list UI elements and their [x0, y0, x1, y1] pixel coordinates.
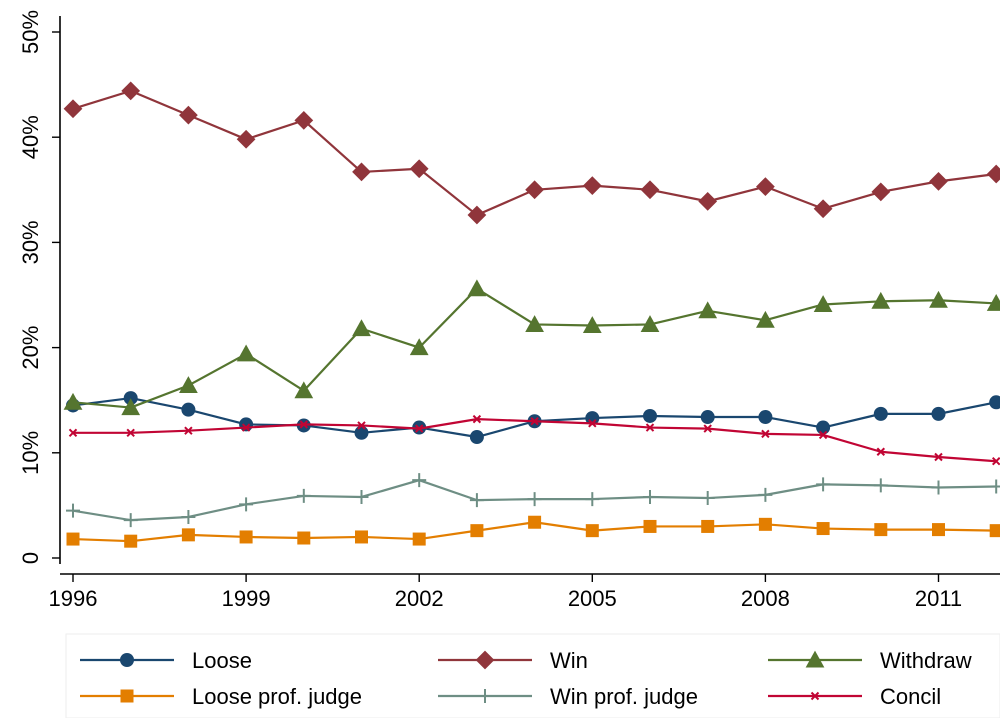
x-tick-label: 2008: [741, 586, 790, 611]
data-point: [179, 106, 198, 125]
data-point: [64, 393, 83, 410]
data-point: [758, 488, 772, 502]
legend-label: Win prof. judge: [550, 684, 698, 709]
data-point: [67, 533, 80, 546]
data-point: [528, 492, 542, 506]
data-point: [932, 481, 946, 495]
series-loose-prof-judge: [67, 516, 1000, 548]
data-point: [641, 180, 660, 199]
data-point: [181, 510, 195, 524]
data-point: [470, 524, 483, 537]
x-tick-label: 1996: [49, 586, 98, 611]
data-point: [297, 532, 310, 545]
data-point: [874, 523, 887, 536]
data-point: [237, 345, 256, 362]
data-point: [352, 319, 371, 336]
data-point: [874, 407, 888, 421]
data-point: [814, 199, 833, 218]
data-point: [181, 403, 195, 417]
data-point: [237, 130, 256, 149]
data-point: [64, 99, 83, 118]
data-point: [297, 489, 311, 503]
data-point: [932, 523, 945, 536]
y-tick-label: 40%: [18, 115, 43, 159]
data-point: [182, 528, 195, 541]
legend-label: Loose prof. judge: [192, 684, 362, 709]
data-point: [586, 524, 599, 537]
data-point: [759, 518, 772, 531]
data-point: [585, 492, 599, 506]
data-point: [756, 177, 775, 196]
y-tick-label: 20%: [18, 326, 43, 370]
data-point: [698, 301, 717, 318]
data-point: [355, 530, 368, 543]
legend-label: Concil: [880, 684, 941, 709]
data-point: [758, 410, 772, 424]
data-point: [816, 421, 830, 435]
y-tick-label: 0: [18, 552, 43, 564]
data-point: [644, 520, 657, 533]
data-point: [989, 395, 1000, 409]
axes: 0 10% 20% 30% 40% 50% 1996 1999 2002 2005 2008 2011: [18, 10, 1000, 611]
data-point: [468, 279, 487, 296]
data-point: [124, 513, 138, 527]
data-point: [525, 180, 544, 199]
legend: Loose Win Withdraw Loose prof. judge Win pro…: [66, 634, 1000, 718]
data-point: [817, 522, 830, 535]
data-point: [412, 473, 426, 487]
legend-label: Withdraw: [880, 648, 972, 673]
data-point: [698, 192, 717, 211]
data-point: [355, 426, 369, 440]
data-point: [413, 533, 426, 546]
x-tick-label: 2011: [915, 586, 962, 611]
y-tick-label: 30%: [18, 220, 43, 264]
data-point: [528, 516, 541, 529]
data-point: [816, 477, 830, 491]
data-point: [874, 478, 888, 492]
data-point: [643, 409, 657, 423]
legend-label: Loose: [192, 648, 252, 673]
x-tick-label: 2002: [395, 586, 444, 611]
data-point: [66, 504, 80, 518]
data-point: [470, 493, 484, 507]
series-loose: [66, 391, 1000, 444]
data-point: [701, 410, 715, 424]
data-point: [929, 172, 948, 191]
data-point: [121, 82, 140, 101]
series-win: [64, 82, 1000, 225]
data-point: [240, 530, 253, 543]
x-tick-label: 2005: [568, 586, 617, 611]
data-point: [990, 524, 1000, 537]
x-tick-label: 1999: [222, 586, 271, 611]
data-point: [179, 376, 198, 393]
legend-label: Win: [550, 648, 588, 673]
series-line: [73, 289, 996, 408]
data-point: [583, 176, 602, 195]
series-layer: [64, 82, 1000, 548]
series-withdraw: [64, 279, 1000, 415]
y-tick-label: 50%: [18, 10, 43, 54]
data-point: [239, 417, 253, 431]
data-point: [701, 491, 715, 505]
data-point: [932, 407, 946, 421]
data-point: [239, 497, 253, 511]
data-point: [124, 535, 137, 548]
y-tick-label: 10%: [18, 431, 43, 475]
data-point: [701, 520, 714, 533]
data-point: [355, 490, 369, 504]
legend-marker: [121, 690, 134, 703]
data-point: [643, 490, 657, 504]
data-point: [987, 165, 1000, 184]
legend-marker: [120, 653, 134, 667]
data-point: [871, 183, 890, 202]
data-point: [470, 430, 484, 444]
data-point: [989, 479, 1000, 493]
